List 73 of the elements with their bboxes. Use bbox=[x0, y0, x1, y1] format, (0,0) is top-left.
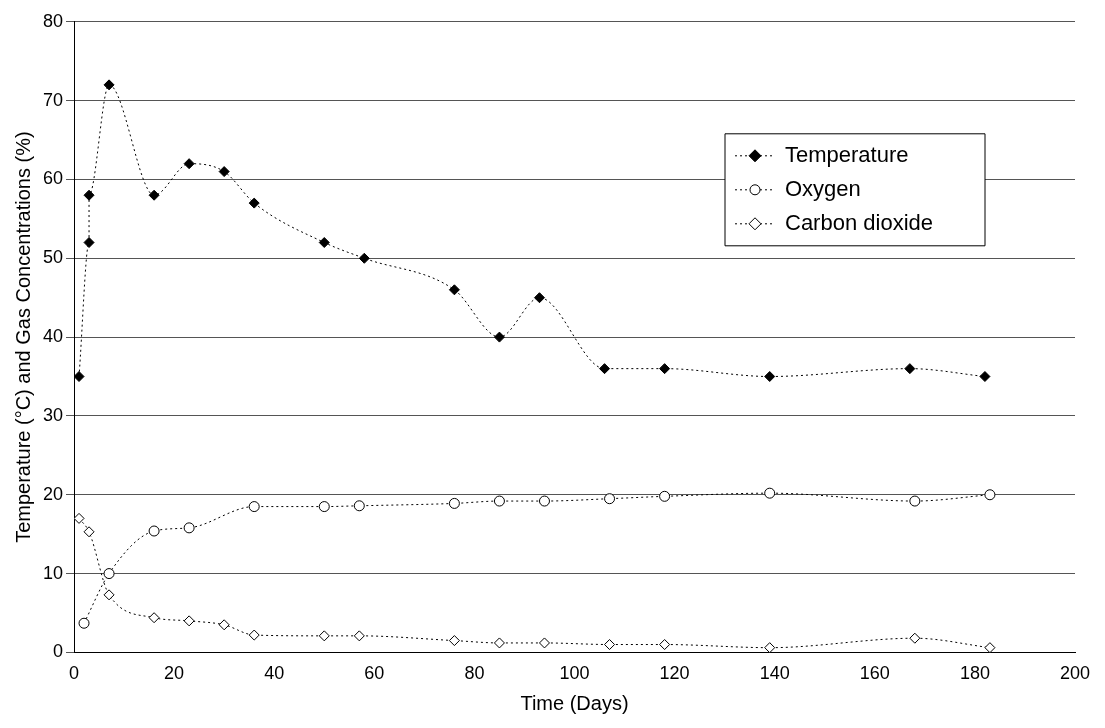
point bbox=[493, 331, 505, 343]
x-tick-label: 0 bbox=[69, 663, 80, 684]
point bbox=[909, 495, 921, 507]
x-tick-label: 40 bbox=[264, 663, 285, 684]
point bbox=[764, 487, 776, 499]
y-tick-label: 80 bbox=[42, 10, 64, 31]
x-tick-label: 180 bbox=[959, 663, 990, 684]
y-tick-label: 40 bbox=[42, 326, 64, 347]
point bbox=[984, 642, 996, 653]
point bbox=[659, 363, 671, 375]
point bbox=[358, 252, 370, 264]
point bbox=[83, 189, 95, 201]
point bbox=[538, 495, 550, 507]
point bbox=[183, 158, 195, 170]
point bbox=[103, 589, 115, 601]
x-tick-label: 140 bbox=[759, 663, 790, 684]
point bbox=[148, 525, 160, 537]
point bbox=[538, 637, 550, 649]
point bbox=[764, 371, 776, 383]
point bbox=[218, 166, 230, 178]
y-tick-label: 10 bbox=[42, 562, 64, 583]
point bbox=[448, 497, 460, 509]
point bbox=[659, 639, 671, 651]
point bbox=[218, 619, 230, 631]
point bbox=[248, 197, 260, 209]
point bbox=[353, 500, 365, 512]
y-tick-label: 20 bbox=[42, 483, 64, 504]
point bbox=[533, 292, 545, 304]
y-tick-label: 30 bbox=[42, 404, 64, 425]
legend-label: Oxygen bbox=[785, 175, 861, 201]
y-tick-label: 70 bbox=[42, 89, 64, 110]
point bbox=[148, 612, 160, 624]
x-tick-label: 120 bbox=[659, 663, 690, 684]
point bbox=[318, 501, 330, 513]
point bbox=[448, 635, 460, 647]
point bbox=[599, 363, 611, 375]
y-axis-title: Temperature (°C) and Gas Concentrations (%) bbox=[11, 131, 34, 543]
point bbox=[493, 495, 505, 507]
point bbox=[248, 629, 260, 641]
x-tick-label: 200 bbox=[1059, 663, 1091, 684]
y-tick-label: 60 bbox=[42, 168, 64, 189]
x-axis-title: Time (Days) bbox=[520, 691, 629, 714]
point bbox=[604, 493, 616, 505]
point bbox=[148, 189, 160, 201]
x-tick-label: 20 bbox=[164, 663, 185, 684]
point bbox=[448, 284, 460, 296]
point bbox=[984, 489, 996, 501]
point bbox=[103, 79, 115, 91]
point bbox=[78, 617, 90, 629]
x-tick-label: 160 bbox=[859, 663, 890, 684]
point bbox=[904, 363, 916, 375]
point bbox=[83, 526, 95, 538]
point bbox=[74, 512, 85, 524]
point bbox=[183, 522, 195, 534]
x-tick-label: 100 bbox=[559, 663, 590, 684]
point bbox=[318, 630, 330, 642]
point bbox=[353, 630, 365, 642]
legend-label: Temperature bbox=[785, 141, 909, 167]
point bbox=[979, 371, 991, 383]
legend-label: Carbon dioxide bbox=[785, 209, 933, 235]
point bbox=[909, 632, 921, 644]
x-tick-label: 80 bbox=[464, 663, 485, 684]
point bbox=[493, 637, 505, 649]
y-tick-label: 0 bbox=[53, 641, 64, 662]
point bbox=[764, 642, 776, 653]
x-tick-label: 60 bbox=[364, 663, 385, 684]
point bbox=[83, 237, 95, 249]
point bbox=[318, 237, 330, 249]
point bbox=[103, 568, 115, 580]
point bbox=[659, 490, 671, 502]
point bbox=[74, 371, 85, 383]
point bbox=[248, 501, 260, 513]
y-tick-label: 50 bbox=[42, 247, 64, 268]
